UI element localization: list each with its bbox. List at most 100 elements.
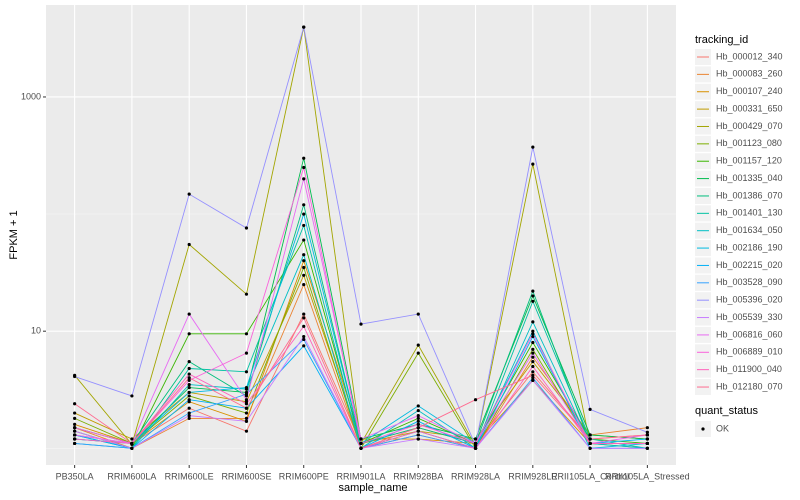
data-point (244, 332, 249, 336)
data-point (302, 259, 306, 263)
data-point (416, 426, 420, 430)
data-point (302, 156, 306, 160)
data-point (645, 433, 649, 437)
data-point (416, 429, 420, 433)
legend-label: Hb_011900_040 (716, 364, 782, 374)
data-point (302, 223, 306, 228)
data-point (130, 441, 134, 446)
data-point (531, 364, 535, 369)
legend-swatch (701, 427, 705, 431)
data-point (531, 351, 535, 355)
data-point (244, 419, 249, 423)
data-point (359, 441, 363, 446)
data-point (244, 351, 249, 355)
data-point (531, 370, 535, 374)
data-point (73, 433, 77, 437)
data-point (645, 441, 649, 446)
data-point (359, 322, 363, 326)
data-point (244, 406, 249, 410)
data-point (531, 320, 535, 324)
y-axis-title: FPKM + 1 (8, 210, 20, 259)
data-point (531, 289, 535, 293)
legend-label: Hb_005539_330 (716, 312, 783, 322)
data-point (531, 162, 535, 166)
data-point (302, 273, 306, 277)
data-point (244, 402, 249, 406)
legend-label: Hb_000107_240 (716, 86, 783, 96)
data-point (187, 406, 191, 410)
data-point (302, 203, 306, 207)
data-point (531, 347, 535, 351)
x-tick-label: RRIM901LA (336, 471, 385, 481)
data-point (302, 253, 306, 257)
x-tick-label: RRII105LA_Control (551, 471, 629, 481)
data-point (531, 355, 535, 359)
data-point (359, 437, 363, 441)
data-point (531, 145, 535, 149)
data-point (416, 414, 420, 418)
x-tick-label: RRIM928LE (508, 471, 557, 481)
data-point (473, 398, 478, 402)
y-tick-label: 10 (31, 326, 41, 336)
data-point (473, 437, 478, 441)
data-point (187, 385, 191, 390)
data-point (473, 446, 478, 450)
data-point (473, 441, 478, 446)
data-point (73, 411, 77, 415)
legend-label: Hb_005396_020 (716, 295, 783, 305)
data-point (187, 242, 191, 247)
data-point (531, 373, 535, 377)
data-point (302, 334, 306, 339)
data-point (416, 419, 420, 423)
data-point (416, 404, 420, 408)
data-point (244, 226, 249, 230)
data-point (73, 426, 77, 430)
data-point (244, 370, 249, 374)
data-point (187, 332, 191, 336)
data-point (359, 446, 363, 450)
legend-label: Hb_002186_190 (716, 242, 783, 252)
data-point (531, 332, 535, 336)
legend-title: tracking_id (695, 34, 748, 46)
data-point (416, 433, 420, 437)
data-point (588, 407, 592, 411)
legend-label: Hb_006889_010 (716, 347, 783, 357)
data-point (244, 392, 249, 396)
data-point (416, 312, 420, 316)
legend-title: quant_status (695, 405, 758, 417)
x-tick-label: RRIM600LE (165, 471, 214, 481)
data-point (302, 344, 306, 348)
data-point (645, 437, 649, 441)
data-point (416, 343, 420, 347)
legend-label: Hb_001401_130 (716, 208, 783, 218)
x-tick-label: RRII105LA_Stressed (605, 471, 690, 481)
y-tick-label: 1000 (21, 91, 41, 101)
data-point (588, 441, 592, 446)
data-point (416, 351, 420, 355)
data-point (187, 382, 191, 387)
data-point (187, 398, 191, 402)
data-point (302, 316, 306, 320)
legend-label: Hb_001634_050 (716, 225, 783, 235)
x-tick-label: RRIM600PE (279, 471, 329, 481)
data-point (302, 238, 306, 242)
data-point (187, 192, 191, 196)
data-point (645, 426, 649, 430)
data-point (187, 372, 191, 376)
data-point (244, 398, 249, 402)
x-axis-title: sample_name (338, 482, 407, 494)
data-point (187, 376, 191, 380)
data-point (302, 337, 306, 342)
data-point (588, 446, 592, 450)
data-point (416, 422, 420, 426)
legend-label: Hb_001386_070 (716, 190, 783, 200)
data-point (302, 265, 306, 270)
data-point (302, 282, 306, 287)
data-point (73, 416, 77, 420)
legend-label: Hb_000012_340 (716, 51, 783, 61)
x-tick-label: RRIM600LA (107, 471, 156, 481)
x-tick-label: RRIM600SE (221, 471, 271, 481)
x-tick-label: PB350LA (56, 471, 94, 481)
data-point (187, 390, 191, 395)
data-point (244, 411, 249, 415)
